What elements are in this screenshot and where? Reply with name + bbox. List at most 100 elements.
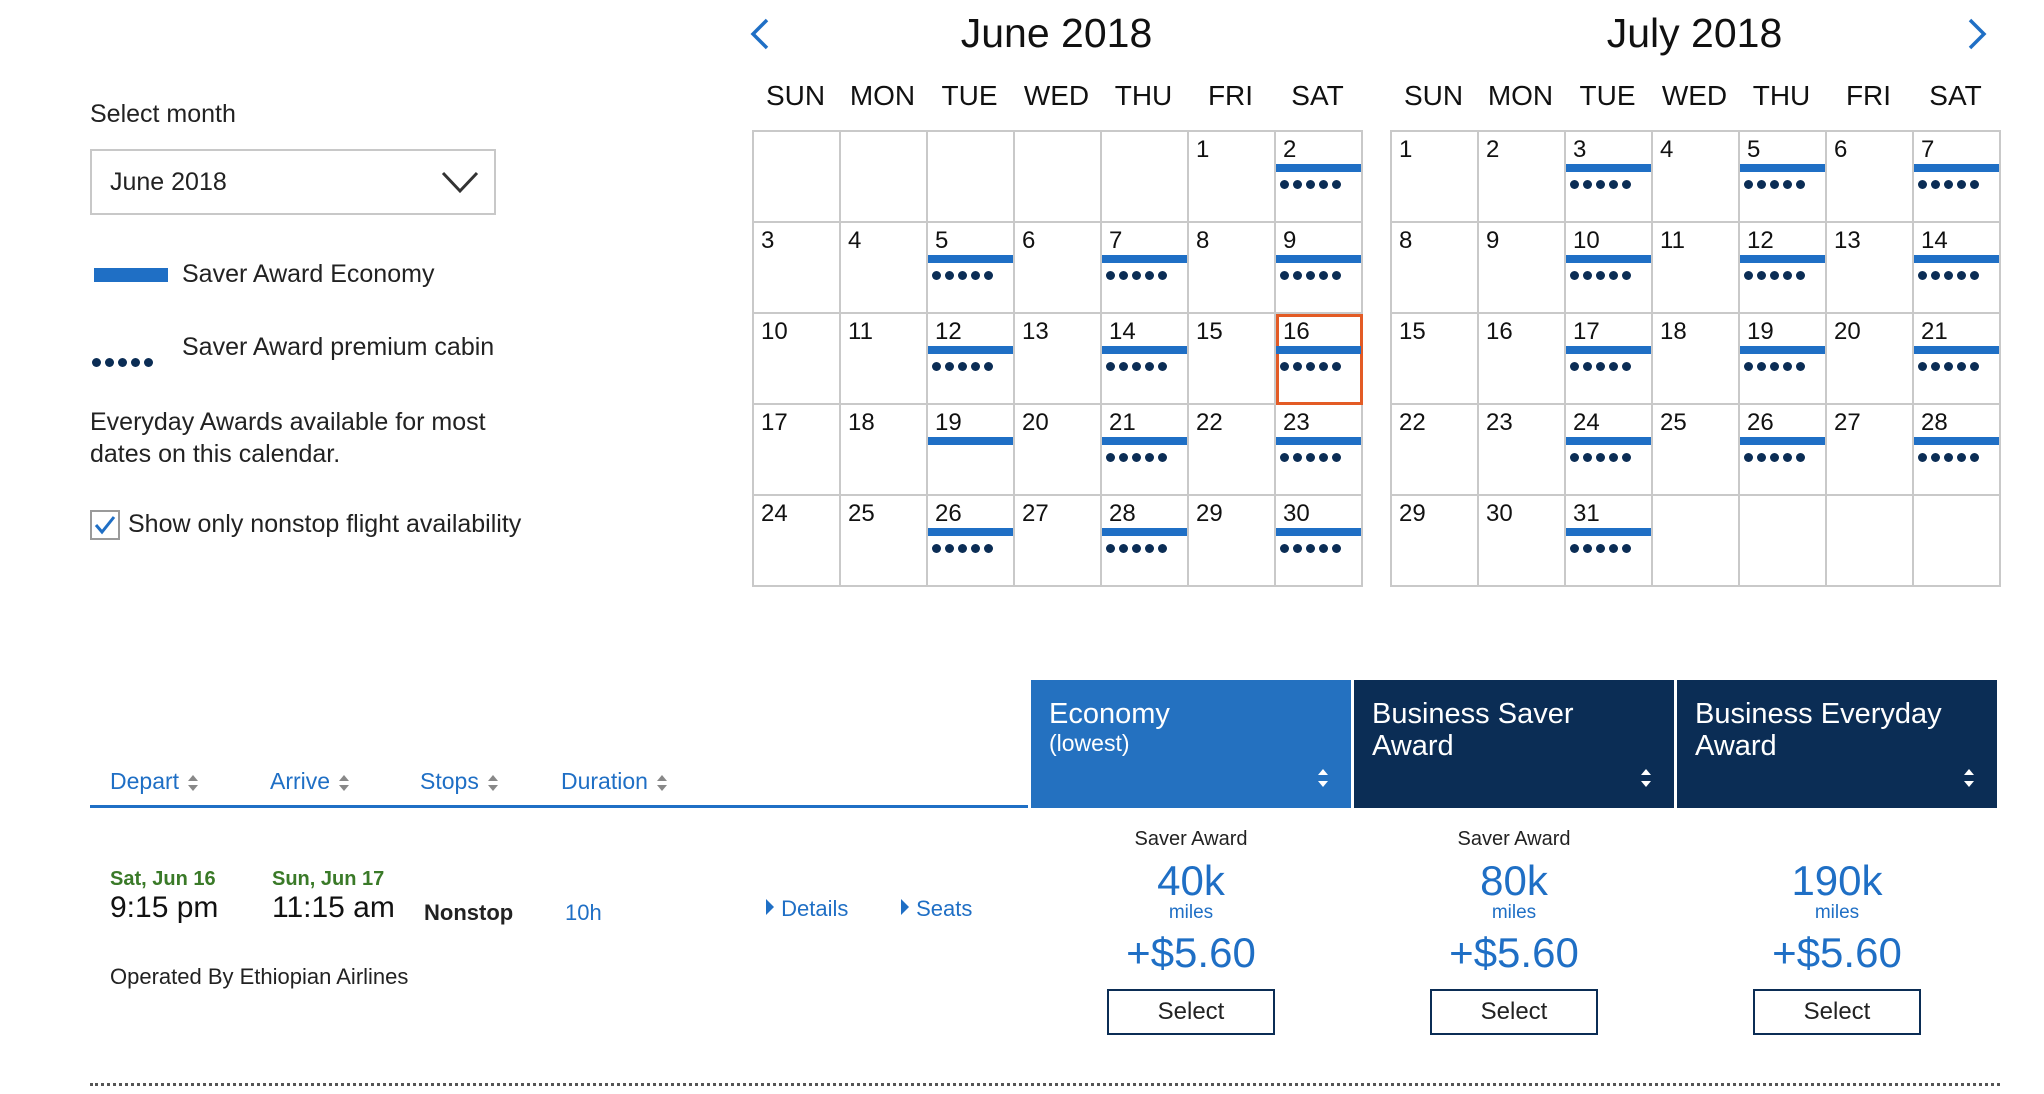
calendar-day[interactable]: 25	[841, 496, 928, 587]
calendar-day[interactable]: 1	[1189, 132, 1276, 223]
calendar-day[interactable]: 23	[1479, 405, 1566, 496]
saver-premium-dots	[1280, 180, 1341, 189]
sort-arrive[interactable]: Arrive	[270, 768, 350, 795]
calendar-day[interactable]: 8	[1189, 223, 1276, 314]
calendar-day[interactable]: 7	[1102, 223, 1189, 314]
calendar-day[interactable]: 3	[754, 223, 841, 314]
calendar-day[interactable]: 20	[1827, 314, 1914, 405]
calendar-day[interactable]: 22	[1392, 405, 1479, 496]
sort-stops[interactable]: Stops	[420, 768, 499, 795]
calendar-day[interactable]: 11	[1653, 223, 1740, 314]
calendar-day[interactable]: 21	[1914, 314, 2001, 405]
calendar-day[interactable]: 30	[1479, 496, 1566, 587]
day-number: 25	[848, 500, 875, 527]
calendar-day[interactable]: 27	[1827, 405, 1914, 496]
calendar-day[interactable]: 20	[1015, 405, 1102, 496]
calendar-day[interactable]: 12	[928, 314, 1015, 405]
next-month-icon[interactable]	[1962, 14, 1992, 54]
month-dropdown[interactable]: June 2018	[90, 149, 496, 215]
calendar-day[interactable]: 16	[1276, 314, 1363, 405]
calendar-day[interactable]: 31	[1566, 496, 1653, 587]
calendar-day[interactable]: 13	[1827, 223, 1914, 314]
calendar-day[interactable]: 21	[1102, 405, 1189, 496]
calendar-day[interactable]: 1	[1392, 132, 1479, 223]
saver-premium-dots	[932, 544, 993, 553]
fare-business-everyday: 190k miles +$5.60 Select	[1677, 828, 1997, 1035]
select-button[interactable]: Select	[1107, 989, 1275, 1035]
day-number: 21	[1109, 409, 1136, 436]
select-button[interactable]: Select	[1430, 989, 1598, 1035]
day-number: 30	[1283, 500, 1310, 527]
nonstop-checkbox-label[interactable]: Show only nonstop flight availability	[128, 510, 522, 538]
sort-depart[interactable]: Depart	[110, 768, 199, 795]
calendar-day[interactable]: 2	[1479, 132, 1566, 223]
calendar-day[interactable]: 12	[1740, 223, 1827, 314]
fare-header-title: Economy	[1049, 698, 1170, 730]
calendar-day[interactable]: 13	[1015, 314, 1102, 405]
calendar-day[interactable]: 3	[1566, 132, 1653, 223]
calendar-day[interactable]: 19	[1740, 314, 1827, 405]
sort-icon	[1318, 769, 1328, 787]
calendar-day[interactable]: 19	[928, 405, 1015, 496]
calendar-day[interactable]: 4	[1653, 132, 1740, 223]
duration-value: 10h	[565, 900, 602, 925]
calendar-day[interactable]: 16	[1479, 314, 1566, 405]
calendar-day[interactable]: 9	[1276, 223, 1363, 314]
calendar-day[interactable]: 18	[841, 405, 928, 496]
calendar-day[interactable]: 26	[928, 496, 1015, 587]
calendar-day[interactable]: 2	[1276, 132, 1363, 223]
calendar-day[interactable]: 17	[754, 405, 841, 496]
day-number: 12	[1747, 227, 1774, 254]
calendar-day[interactable]: 6	[1015, 223, 1102, 314]
weekday-label: TUE	[941, 80, 998, 111]
calendar-empty-cell	[1102, 132, 1189, 223]
select-button[interactable]: Select	[1753, 989, 1921, 1035]
calendar-day[interactable]: 7	[1914, 132, 2001, 223]
header-divider	[90, 805, 1028, 808]
calendar-day[interactable]: 15	[1392, 314, 1479, 405]
details-link[interactable]: Details	[765, 896, 848, 922]
calendar-day[interactable]: 24	[754, 496, 841, 587]
fare-header-business-everyday[interactable]: Business Everyday Award	[1677, 680, 1997, 808]
calendar-day[interactable]: 15	[1189, 314, 1276, 405]
calendar-day[interactable]: 27	[1015, 496, 1102, 587]
calendar-day[interactable]: 10	[754, 314, 841, 405]
fare-header-economy[interactable]: Economy (lowest)	[1031, 680, 1351, 808]
calendar-day[interactable]: 26	[1740, 405, 1827, 496]
saver-economy-bar	[1276, 437, 1361, 445]
calendar-day[interactable]: 14	[1914, 223, 2001, 314]
calendar-day[interactable]: 30	[1276, 496, 1363, 587]
sort-duration[interactable]: Duration	[561, 768, 668, 795]
calendar-day[interactable]: 25	[1653, 405, 1740, 496]
prev-month-icon[interactable]	[745, 14, 775, 54]
fare-miles-unit: miles	[1491, 902, 1537, 923]
calendar-day[interactable]: 22	[1189, 405, 1276, 496]
calendar-day[interactable]: 18	[1653, 314, 1740, 405]
calendar-day[interactable]: 11	[841, 314, 928, 405]
calendar-day[interactable]: 29	[1189, 496, 1276, 587]
fare-header-business-saver[interactable]: Business Saver Award	[1354, 680, 1674, 808]
seats-link[interactable]: Seats	[900, 896, 972, 922]
calendar-day[interactable]: 28	[1914, 405, 2001, 496]
calendar-day[interactable]: 5	[1740, 132, 1827, 223]
day-number: 22	[1196, 409, 1223, 436]
calendar-day[interactable]: 8	[1392, 223, 1479, 314]
calendar-day[interactable]: 10	[1566, 223, 1653, 314]
calendar-day[interactable]: 6	[1827, 132, 1914, 223]
calendar-day[interactable]: 28	[1102, 496, 1189, 587]
arrive-date: Sun, Jun 17	[272, 868, 385, 890]
nonstop-checkbox[interactable]	[90, 510, 120, 540]
calendar-day[interactable]: 23	[1276, 405, 1363, 496]
calendar-day[interactable]: 5	[928, 223, 1015, 314]
calendar-day[interactable]: 24	[1566, 405, 1653, 496]
calendar-day[interactable]: 14	[1102, 314, 1189, 405]
calendar-day[interactable]: 4	[841, 223, 928, 314]
calendar-day[interactable]: 9	[1479, 223, 1566, 314]
calendar-day[interactable]: 29	[1392, 496, 1479, 587]
calendar-day[interactable]: 17	[1566, 314, 1653, 405]
month-dropdown-value: June 2018	[110, 167, 227, 196]
day-number: 20	[1834, 318, 1861, 345]
arrive-time: 11:15 am	[272, 891, 395, 924]
day-number: 12	[935, 318, 962, 345]
saver-premium-dots	[1280, 453, 1341, 462]
